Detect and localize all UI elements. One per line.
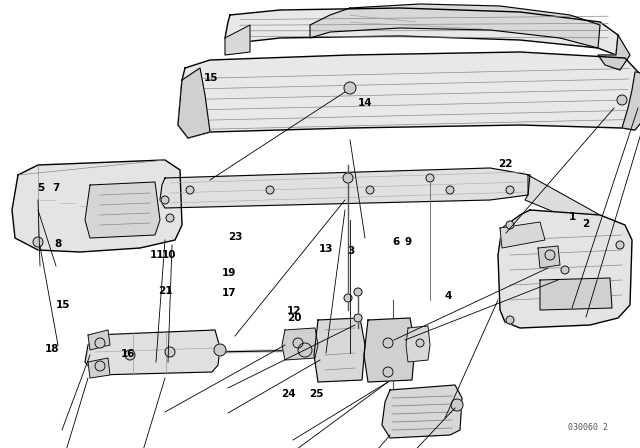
Text: 20: 20 <box>287 313 301 323</box>
Polygon shape <box>88 330 110 350</box>
Text: 25: 25 <box>310 389 324 399</box>
Text: 9: 9 <box>404 237 412 247</box>
Text: 11: 11 <box>150 250 164 260</box>
Polygon shape <box>225 8 618 55</box>
Text: 6: 6 <box>392 237 399 247</box>
Circle shape <box>451 399 463 411</box>
Polygon shape <box>314 318 365 382</box>
Polygon shape <box>88 358 110 378</box>
Circle shape <box>125 350 135 360</box>
Polygon shape <box>310 4 600 48</box>
Text: 030060 2: 030060 2 <box>568 423 608 432</box>
Circle shape <box>161 196 169 204</box>
Text: 4: 4 <box>444 291 452 301</box>
Circle shape <box>166 214 174 222</box>
Text: 2: 2 <box>582 219 589 229</box>
Text: 16: 16 <box>121 349 135 359</box>
Circle shape <box>214 344 226 356</box>
Circle shape <box>416 339 424 347</box>
Circle shape <box>506 316 514 324</box>
Circle shape <box>354 288 362 296</box>
Text: 10: 10 <box>162 250 176 260</box>
Polygon shape <box>12 160 182 252</box>
Polygon shape <box>498 210 632 328</box>
Circle shape <box>95 361 105 371</box>
Text: 21: 21 <box>158 286 172 296</box>
Text: 18: 18 <box>45 345 60 354</box>
Circle shape <box>186 186 194 194</box>
Text: 24: 24 <box>281 389 295 399</box>
Text: 7: 7 <box>52 183 60 193</box>
Polygon shape <box>85 182 160 238</box>
Polygon shape <box>538 246 560 268</box>
Text: 8: 8 <box>54 239 61 249</box>
Text: 19: 19 <box>222 268 236 278</box>
Polygon shape <box>500 222 545 248</box>
Circle shape <box>366 186 374 194</box>
Text: 3: 3 <box>347 246 355 256</box>
Polygon shape <box>225 25 250 55</box>
Polygon shape <box>178 68 210 138</box>
Circle shape <box>545 250 555 260</box>
Circle shape <box>165 347 175 357</box>
Text: 22: 22 <box>499 159 513 168</box>
Polygon shape <box>364 318 415 382</box>
Circle shape <box>298 343 312 357</box>
Text: 23: 23 <box>228 233 243 242</box>
Text: 14: 14 <box>358 98 372 108</box>
Text: 15: 15 <box>56 300 70 310</box>
Circle shape <box>293 338 303 348</box>
Polygon shape <box>540 278 612 310</box>
Text: 17: 17 <box>222 289 236 298</box>
Circle shape <box>383 367 393 377</box>
Polygon shape <box>85 330 220 375</box>
Polygon shape <box>525 175 600 230</box>
Polygon shape <box>622 72 640 130</box>
Circle shape <box>343 173 353 183</box>
Polygon shape <box>598 35 630 70</box>
Circle shape <box>344 294 352 302</box>
Circle shape <box>617 95 627 105</box>
Circle shape <box>506 186 514 194</box>
Text: 1: 1 <box>569 212 577 222</box>
Circle shape <box>561 266 569 274</box>
Circle shape <box>33 237 43 247</box>
Circle shape <box>95 338 105 348</box>
Circle shape <box>344 82 356 94</box>
Text: 12: 12 <box>287 306 301 316</box>
Text: 15: 15 <box>204 73 218 83</box>
Polygon shape <box>282 328 318 360</box>
Polygon shape <box>406 326 430 362</box>
Circle shape <box>446 186 454 194</box>
Polygon shape <box>178 52 638 138</box>
Circle shape <box>266 186 274 194</box>
Polygon shape <box>160 168 530 208</box>
Polygon shape <box>382 385 462 438</box>
Text: 5: 5 <box>36 183 44 193</box>
Circle shape <box>383 338 393 348</box>
Circle shape <box>426 174 434 182</box>
Circle shape <box>354 314 362 322</box>
Circle shape <box>616 241 624 249</box>
Text: 13: 13 <box>319 244 333 254</box>
Circle shape <box>506 221 514 229</box>
